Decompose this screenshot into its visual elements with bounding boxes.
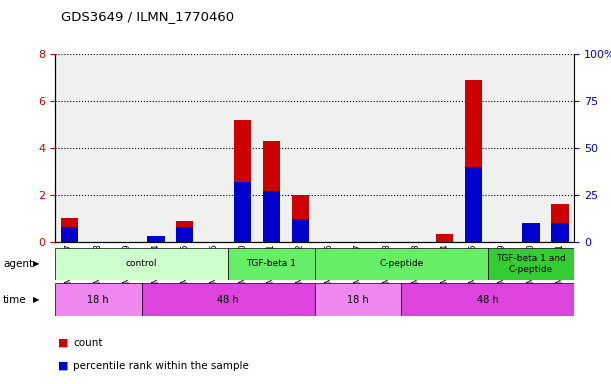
Bar — [142, 283, 315, 316]
Bar — [465, 79, 482, 242]
Text: agent: agent — [3, 259, 33, 269]
Text: TGF-beta 1: TGF-beta 1 — [246, 260, 296, 268]
Text: ▶: ▶ — [33, 260, 40, 268]
Text: 48 h: 48 h — [218, 295, 239, 305]
Bar — [228, 248, 315, 280]
Text: percentile rank within the sample: percentile rank within the sample — [73, 361, 249, 371]
Bar — [176, 227, 194, 242]
Bar — [234, 120, 251, 242]
Bar — [291, 219, 309, 242]
Bar — [315, 283, 401, 316]
Bar — [551, 223, 569, 242]
Text: count: count — [73, 338, 103, 348]
Text: GDS3649 / ILMN_1770460: GDS3649 / ILMN_1770460 — [61, 10, 234, 23]
Bar — [465, 167, 482, 242]
Bar — [234, 182, 251, 242]
Text: 48 h: 48 h — [477, 295, 499, 305]
Bar — [436, 234, 453, 242]
Text: ▶: ▶ — [33, 295, 40, 304]
Text: TGF-beta 1 and
C-peptide: TGF-beta 1 and C-peptide — [496, 254, 566, 274]
Bar — [522, 223, 540, 242]
Text: ■: ■ — [58, 338, 68, 348]
Bar — [551, 204, 569, 242]
Bar — [291, 195, 309, 242]
Bar — [55, 283, 142, 316]
Text: control: control — [126, 260, 157, 268]
Bar — [263, 191, 280, 242]
Text: C-peptide: C-peptide — [379, 260, 423, 268]
Text: 18 h: 18 h — [347, 295, 369, 305]
Text: 18 h: 18 h — [87, 295, 109, 305]
Text: ■: ■ — [58, 361, 68, 371]
Bar — [147, 236, 164, 242]
Bar — [176, 221, 194, 242]
Bar — [60, 227, 78, 242]
Bar — [401, 283, 574, 316]
Bar — [263, 141, 280, 242]
Bar — [55, 248, 228, 280]
Bar — [60, 218, 78, 242]
Text: time: time — [3, 295, 27, 305]
Bar — [147, 237, 164, 242]
Bar — [315, 248, 488, 280]
Bar — [488, 248, 574, 280]
